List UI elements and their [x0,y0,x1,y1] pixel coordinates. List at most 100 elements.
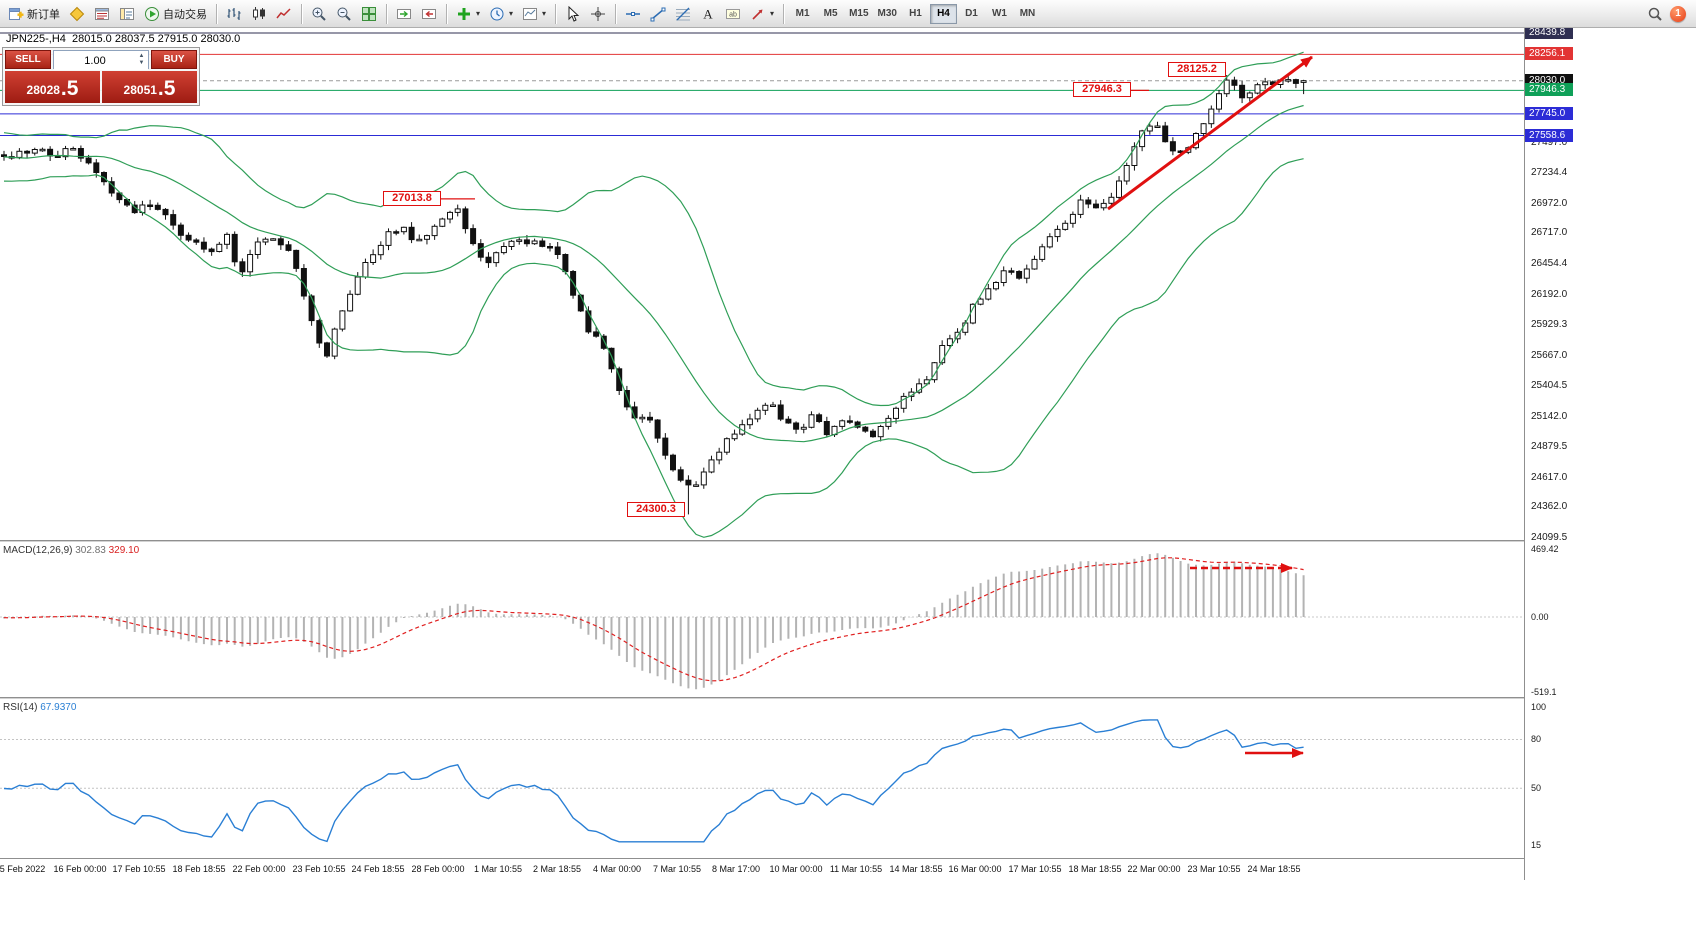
main-chart-panel[interactable]: JPN225-,H4 28015.0 28037.5 27915.0 28030… [0,28,1524,540]
macd-scale-label: 469.42 [1531,544,1559,554]
svg-text:ab: ab [729,11,737,18]
price-tick-label: 24879.5 [1531,441,1568,452]
candles-icon [251,6,267,22]
zoom-out-button[interactable] [332,3,356,25]
periods-button[interactable]: ▾ [485,3,517,25]
crosshair-button[interactable] [586,3,610,25]
svg-text:A: A [703,6,713,21]
text-icon: A [700,6,716,22]
fibonacci-button[interactable] [671,3,695,25]
auto-scroll-button[interactable] [392,3,416,25]
time-axis-label: 7 Mar 10:55 [652,864,702,874]
time-axis[interactable]: 15 Feb 2022 16 Feb 00:00 17 Feb 10:55 18 Fe… [0,858,1696,880]
panel-separator[interactable] [0,697,1696,699]
candlestick-chart-button[interactable] [247,3,271,25]
timeframe-button-mn[interactable]: MN [1019,8,1036,19]
zoom-in-button[interactable] [307,3,331,25]
text-button[interactable]: A [696,3,720,25]
templates-button[interactable]: ▾ [518,3,550,25]
volume-stepper[interactable]: ▲ ▼ [53,50,149,70]
indicators-button[interactable]: ▾ [452,3,484,25]
zoom-in-icon [311,6,327,22]
price-tick-label: 24362.0 [1531,501,1568,512]
label-button[interactable]: ab [721,3,745,25]
tile-icon [361,6,377,22]
new-order-button[interactable]: 新订单 [4,3,64,25]
macd-panel[interactable]: MACD(12,26,9) 302.83 329.10 [0,542,1524,697]
time-axis-label: 23 Mar 10:55 [1187,864,1241,874]
timeframe-button-h4[interactable]: H4 [929,3,957,24]
time-axis-label: 15 Feb 2022 [0,864,46,874]
price-annotation-27946.3[interactable]: 27946.3 [1073,82,1131,97]
arrows-icon [750,6,766,22]
rsi-scale-label: 80 [1531,734,1542,744]
dropdown-caret-icon: ▾ [509,9,514,18]
sell-price-display[interactable]: 28028.5 [5,71,100,103]
notification-badge[interactable]: 1 [1670,5,1686,22]
toolbar-separator [386,3,387,24]
price-tick-label: 24617.0 [1531,472,1568,483]
template-icon [522,6,538,22]
search-button[interactable] [1643,3,1667,25]
volume-up-button[interactable]: ▲ [138,52,145,59]
main-chart-canvas[interactable] [0,28,1524,540]
price-annotation-27013.8[interactable]: 27013.8 [383,191,441,206]
rsi-scale-label: 100 [1531,702,1547,712]
toolbar-separator [783,3,785,24]
bar-chart-button[interactable] [222,3,246,25]
autotrade-button[interactable]: 自动交易 [140,3,211,25]
market-watch-button[interactable] [90,3,114,25]
cursor-icon [565,5,581,22]
price-tick-label: 27234.4 [1531,167,1568,178]
volume-input[interactable] [54,52,148,70]
macd-canvas[interactable] [0,542,1524,697]
price-annotation-28125.2[interactable]: 28125.2 [1168,62,1226,77]
panel-separator[interactable] [0,540,1696,542]
time-axis-label: 16 Mar 00:00 [948,864,1002,874]
buy-button[interactable]: BUY [151,50,197,69]
tile-windows-button[interactable] [357,3,381,25]
price-small-digits: 28028 [26,83,60,97]
time-axis-label: 11 Mar 10:55 [829,864,883,874]
profiles-button[interactable] [65,3,89,25]
rsi-label: RSI(14) 67.9370 [3,702,77,713]
rsi-panel[interactable]: RSI(14) 67.9370 [0,699,1524,858]
bars-icon [226,6,242,22]
volume-down-button[interactable]: ▼ [138,59,145,66]
horizontal-line-button[interactable] [621,3,645,25]
chart-annotations-layer: 27013.8 24300.3 27946.3 28125.2 [0,28,1524,540]
rsi-canvas[interactable] [0,699,1524,858]
price-tick-label: 26454.4 [1531,258,1568,269]
timeframe-button-m15[interactable]: M15 [849,8,869,19]
fibo-icon [675,6,691,22]
crosshair-icon [590,6,606,22]
sell-button[interactable]: SELL [5,50,51,69]
timeframe-button-h1[interactable]: H1 [909,8,922,19]
linechart-icon [276,6,292,22]
toolbar-separator [301,3,302,24]
navigator-button[interactable] [115,3,139,25]
price-axis[interactable]: 27497.0 27234.4 26972.0 26717.0 26454.4 26192… [1524,26,1696,880]
buy-price-display[interactable]: 28051.5 [102,71,197,103]
timeframe-button-m5[interactable]: M5 [823,8,838,19]
trendline-button[interactable] [646,3,670,25]
one-click-trading-widget: SELL ▲ ▼ BUY 28028.5 28051.5 [2,47,200,106]
price-annotation-24300.3[interactable]: 24300.3 [627,502,685,517]
autoscroll-icon [396,6,412,22]
timeframe-button-m1[interactable]: M1 [795,8,810,19]
timeframe-button-w1[interactable]: W1 [991,8,1007,19]
price-marker-27558.6: 27558.6 [1525,129,1573,142]
chart-shift-button[interactable] [417,3,441,25]
cursor-button[interactable] [561,3,585,25]
timeframe-button-d1[interactable]: D1 [965,8,978,19]
arrows-button[interactable]: ▾ [746,3,778,25]
dropdown-caret-icon: ▾ [542,9,547,18]
toolbar-separator [446,3,447,24]
new-order-icon [8,6,24,22]
price-tick-label: 25142.0 [1531,411,1568,422]
zoom-out-icon [336,6,352,22]
time-axis-label: 17 Mar 10:55 [1008,864,1062,874]
line-chart-button[interactable] [272,3,296,25]
timeframe-button-m30[interactable]: M30 [877,8,897,19]
